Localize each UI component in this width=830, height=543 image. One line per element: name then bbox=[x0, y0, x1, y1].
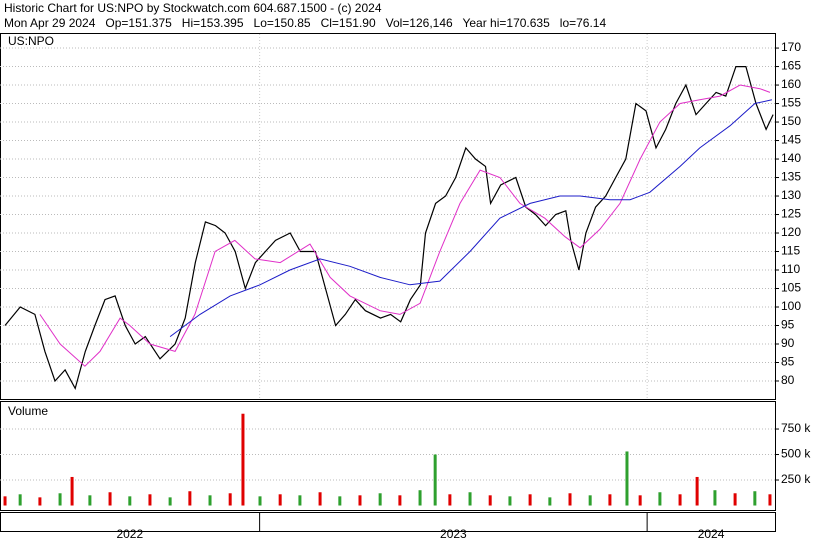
volume-bar bbox=[58, 493, 62, 506]
volume-bar bbox=[3, 496, 7, 506]
y-tick-label: 90 bbox=[781, 336, 795, 350]
volume-bar bbox=[753, 491, 757, 506]
volume-bar bbox=[88, 495, 92, 506]
volume-bar bbox=[108, 492, 112, 506]
price-panel bbox=[0, 33, 776, 400]
volume-bar bbox=[468, 492, 472, 506]
volume-bar bbox=[318, 492, 322, 506]
year-label: 2022 bbox=[116, 527, 143, 541]
volume-bar bbox=[768, 494, 772, 506]
y-tick-label: 135 bbox=[781, 170, 801, 184]
volume-bar bbox=[378, 493, 382, 506]
volume-bar bbox=[508, 496, 512, 506]
volume-bar bbox=[18, 494, 22, 506]
volume-bar bbox=[548, 497, 552, 506]
volume-bar bbox=[433, 454, 437, 506]
y-tick-label: 105 bbox=[781, 281, 801, 295]
volume-bar bbox=[398, 495, 402, 506]
panel-title: US:NPO bbox=[8, 34, 54, 48]
y-tick-label: 165 bbox=[781, 59, 801, 73]
volume-bar bbox=[241, 413, 245, 506]
header-line: Mon Apr 29 2024 Op=151.375 Hi=153.395 Lo… bbox=[4, 16, 606, 30]
y-tick-label: 115 bbox=[781, 244, 800, 258]
volume-bar bbox=[608, 494, 612, 506]
volume-bar bbox=[148, 494, 152, 506]
y-tick-label: 125 bbox=[781, 207, 801, 221]
year-label: 2024 bbox=[698, 527, 725, 541]
y-tick-label: 145 bbox=[781, 133, 801, 147]
volume-bar bbox=[358, 495, 362, 506]
y-tick-label: 85 bbox=[781, 355, 795, 369]
y-tick-label: 160 bbox=[781, 77, 801, 91]
volume-panel bbox=[0, 401, 776, 511]
header-line: Historic Chart for US:NPO by Stockwatch.… bbox=[4, 1, 382, 15]
year-label: 2023 bbox=[440, 527, 467, 541]
y-tick-label: 170 bbox=[781, 40, 801, 54]
y-tick-label: 150 bbox=[781, 114, 801, 128]
volume-bar bbox=[298, 495, 302, 506]
volume-bar bbox=[528, 494, 532, 506]
date-panel bbox=[0, 512, 776, 532]
y-tick-label: 120 bbox=[781, 225, 801, 239]
volume-bar bbox=[228, 493, 232, 506]
volume-bar bbox=[713, 490, 717, 506]
volume-bar bbox=[658, 492, 662, 506]
volume-bar bbox=[448, 494, 452, 506]
y-tick-label: 80 bbox=[781, 373, 795, 387]
price-line bbox=[4, 66, 774, 390]
volume-bar bbox=[338, 496, 342, 506]
volume-bar bbox=[625, 451, 629, 506]
y-tick-label: 500 k bbox=[781, 447, 811, 461]
volume-bar bbox=[638, 495, 642, 506]
y-tick-label: 100 bbox=[781, 299, 801, 313]
volume-bar bbox=[38, 497, 42, 506]
volume-bar bbox=[278, 494, 282, 506]
volume-bar bbox=[588, 495, 592, 506]
volume-bar bbox=[568, 493, 572, 506]
y-tick-label: 95 bbox=[781, 318, 795, 332]
volume-bar bbox=[678, 494, 682, 506]
volume-bar bbox=[488, 495, 492, 506]
y-tick-label: 750 k bbox=[781, 421, 811, 435]
price-line bbox=[169, 99, 773, 338]
volume-bar bbox=[695, 476, 699, 506]
panel-title: Volume bbox=[8, 404, 48, 418]
y-tick-label: 130 bbox=[781, 188, 801, 202]
y-tick-label: 155 bbox=[781, 96, 801, 110]
volume-bar bbox=[258, 496, 262, 506]
y-tick-label: 250 k bbox=[781, 472, 811, 486]
volume-bar bbox=[208, 495, 212, 506]
volume-bar bbox=[70, 476, 74, 506]
y-tick-label: 110 bbox=[781, 262, 800, 276]
volume-bar bbox=[418, 490, 422, 506]
volume-bar bbox=[733, 493, 737, 506]
volume-bar bbox=[168, 497, 172, 506]
volume-bar bbox=[128, 496, 132, 506]
y-tick-label: 140 bbox=[781, 151, 801, 165]
volume-bar bbox=[188, 491, 192, 506]
price-line bbox=[39, 84, 771, 367]
